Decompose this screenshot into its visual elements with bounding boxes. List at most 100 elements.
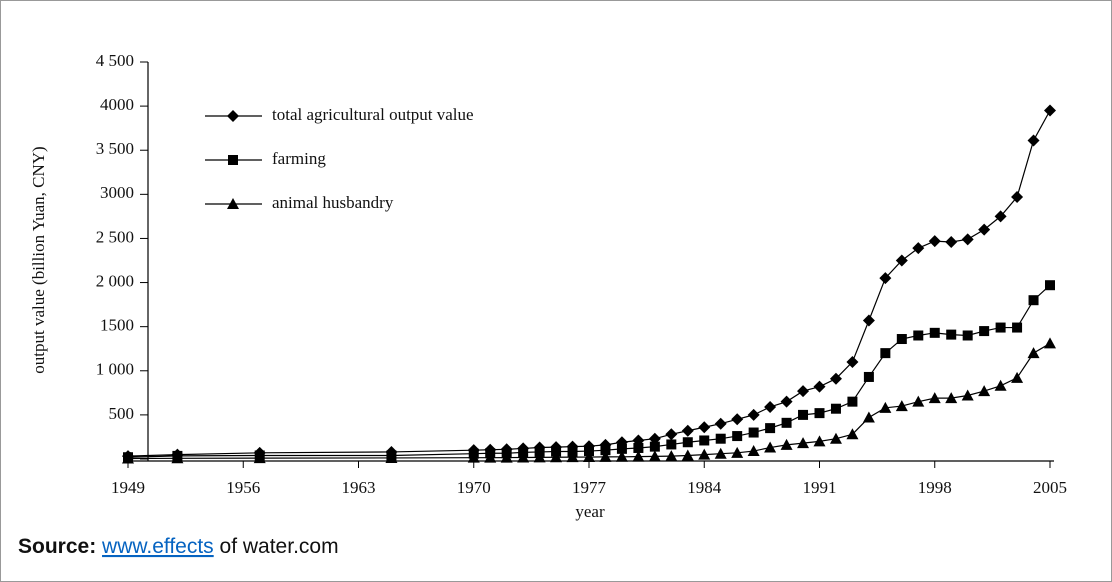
point	[1027, 347, 1040, 359]
point	[699, 435, 710, 446]
series-line	[127, 110, 1051, 457]
point	[533, 451, 546, 463]
x-tick-label: 1963	[342, 478, 376, 497]
point	[633, 442, 644, 453]
x-tick-label: 1949	[111, 478, 145, 497]
point	[1027, 134, 1040, 147]
point	[847, 396, 858, 407]
point	[798, 409, 809, 420]
point	[714, 447, 727, 459]
y-tick-label: 4000	[100, 95, 134, 114]
point	[171, 452, 184, 464]
point	[813, 380, 826, 393]
point	[962, 330, 973, 341]
point	[978, 385, 991, 397]
point	[913, 330, 924, 341]
point	[979, 326, 990, 337]
point	[880, 348, 891, 359]
point	[747, 445, 760, 457]
point	[946, 329, 957, 340]
legend-marker	[228, 155, 238, 165]
point	[829, 372, 842, 385]
point	[649, 441, 660, 452]
point	[764, 441, 777, 453]
point	[681, 449, 694, 461]
point	[681, 424, 694, 437]
point	[517, 451, 530, 463]
point	[764, 400, 777, 413]
point	[765, 423, 776, 434]
legend-marker	[227, 198, 239, 209]
point	[731, 413, 744, 426]
series-line	[127, 342, 1051, 460]
point	[961, 233, 974, 246]
point	[830, 403, 841, 414]
y-tick-label: 500	[109, 404, 135, 423]
y-tick-label: 1500	[100, 316, 134, 335]
y-tick-label: 2 000	[96, 271, 134, 290]
point	[648, 450, 661, 462]
point	[928, 235, 941, 248]
point	[1012, 322, 1023, 333]
point	[780, 395, 793, 408]
point	[600, 445, 611, 456]
point	[616, 443, 627, 454]
point	[912, 395, 925, 407]
x-axis-label: year	[575, 502, 605, 521]
x-tick-label: 1977	[572, 478, 607, 497]
point	[698, 421, 711, 434]
point	[698, 448, 711, 460]
point	[945, 235, 958, 248]
point	[863, 371, 874, 382]
legend-label: total agricultural output value	[272, 105, 474, 124]
y-tick-label: 3 500	[96, 139, 134, 158]
point	[748, 427, 759, 438]
x-tick-label: 1998	[918, 478, 952, 497]
point	[862, 314, 875, 327]
point	[732, 431, 743, 442]
point	[846, 355, 859, 368]
point	[731, 446, 744, 458]
point	[829, 432, 842, 444]
point	[781, 417, 792, 428]
point	[995, 322, 1006, 333]
point	[928, 392, 941, 404]
point	[862, 411, 875, 423]
point	[122, 452, 134, 464]
source-label: Source:	[18, 535, 96, 558]
point	[1011, 371, 1024, 383]
point	[467, 451, 480, 463]
point	[714, 417, 727, 430]
point	[814, 408, 825, 419]
point	[1044, 337, 1056, 349]
point	[994, 210, 1007, 223]
point	[978, 223, 991, 236]
point	[945, 392, 958, 404]
point	[484, 451, 497, 463]
point	[961, 389, 974, 401]
point	[599, 450, 612, 462]
point	[583, 451, 595, 463]
point	[780, 438, 793, 450]
y-tick-label: 1 000	[96, 360, 134, 379]
source-link[interactable]: www.effects	[101, 535, 214, 558]
source: Source: www.effects of water.com	[18, 535, 339, 558]
y-axis-label: output value (billion Yuan, CNY)	[29, 146, 48, 373]
point	[747, 408, 760, 421]
point	[879, 272, 892, 285]
x-tick-label: 1970	[457, 478, 491, 497]
x-tick-label: 1984	[687, 478, 722, 497]
source-rest: of water.com	[220, 535, 339, 558]
y-tick-label: 2 500	[96, 227, 134, 246]
legend-marker	[227, 110, 239, 122]
legend-label: farming	[272, 149, 326, 168]
point	[1044, 104, 1056, 117]
point	[912, 242, 925, 255]
point	[715, 433, 726, 444]
point	[1028, 295, 1039, 306]
y-tick-label: 4 500	[96, 51, 134, 70]
point	[682, 437, 693, 448]
